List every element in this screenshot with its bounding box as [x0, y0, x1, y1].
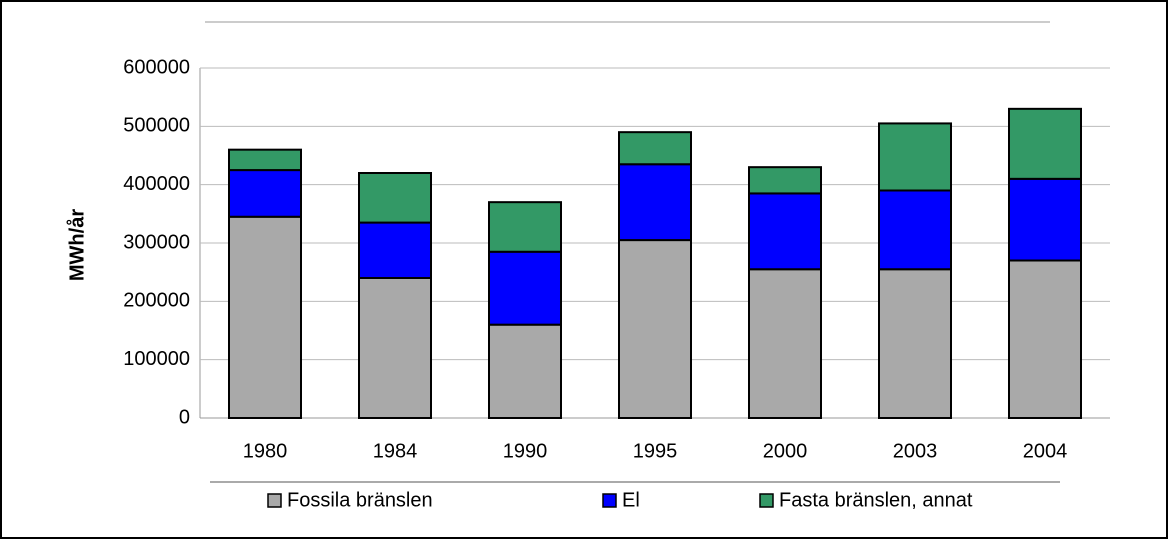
bar-segment: [488, 323, 562, 419]
legend-swatch: [602, 493, 617, 508]
legend-label: El: [622, 489, 640, 511]
bar-segment: [1008, 259, 1082, 419]
bar-segment: [878, 268, 952, 419]
bar-segment: [488, 250, 562, 326]
legend-label: Fossila bränslen: [287, 489, 433, 511]
x-tick-label: 2003: [893, 440, 938, 462]
bar-segment: [618, 131, 692, 166]
y-tick-label: 200000: [123, 290, 190, 312]
bar-segment: [228, 215, 302, 419]
x-tick-label: 2004: [1023, 440, 1068, 462]
bar-segment: [488, 201, 562, 253]
y-axis-label: MWh/år: [65, 209, 88, 281]
bar-segment: [618, 239, 692, 419]
y-tick-label: 100000: [123, 348, 190, 370]
bar-segment: [228, 169, 302, 218]
bar-segment: [878, 189, 952, 271]
legend-label: Fasta bränslen, annat: [779, 489, 973, 511]
bar-segment: [618, 163, 692, 242]
bar-segment: [1008, 177, 1082, 262]
bar-segment: [1008, 107, 1082, 180]
x-tick-label: 1984: [373, 440, 418, 462]
bar-segment: [358, 172, 432, 224]
x-tick-label: 2000: [763, 440, 808, 462]
bar-segment: [748, 166, 822, 195]
bar-segment: [878, 122, 952, 192]
x-tick-label: 1995: [633, 440, 678, 462]
legend-swatch: [267, 493, 282, 508]
bar-segment: [748, 192, 822, 271]
y-tick-label: 300000: [123, 231, 190, 253]
bar-segment: [358, 277, 432, 419]
legend-swatch: [759, 493, 774, 508]
y-tick-label: 500000: [123, 115, 190, 137]
bar-segment: [358, 221, 432, 279]
bar-segment: [228, 148, 302, 172]
y-tick-label: 600000: [123, 56, 190, 78]
x-tick-label: 1990: [503, 440, 548, 462]
y-tick-label: 400000: [123, 173, 190, 195]
y-tick-label: 0: [179, 406, 190, 428]
x-tick-label: 1980: [243, 440, 288, 462]
bar-segment: [748, 268, 822, 419]
